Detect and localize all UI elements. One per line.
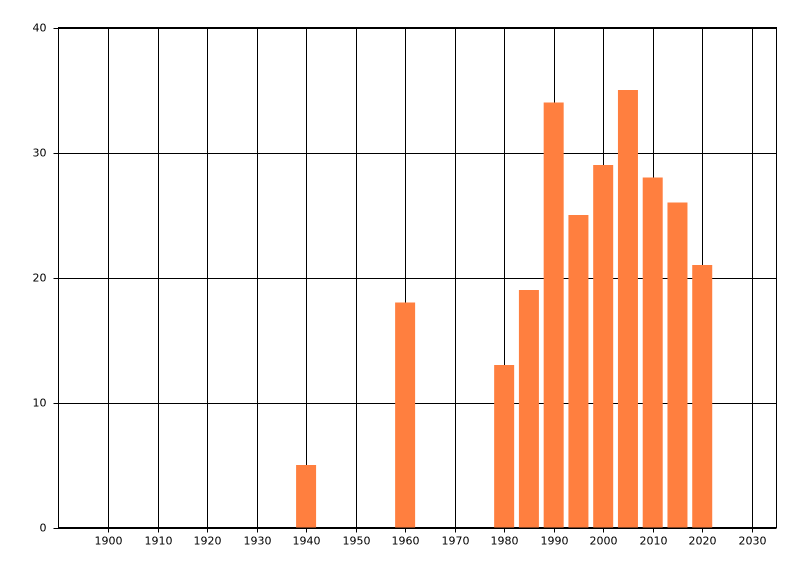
x-tick-label: 1990 (541, 535, 569, 548)
bar (617, 90, 638, 528)
plot-frame (58, 27, 777, 528)
bar (518, 290, 539, 528)
bar (296, 465, 317, 528)
y-tick-label: 0 (40, 522, 47, 535)
bar (692, 265, 713, 528)
y-tick-label: 40 (33, 22, 47, 35)
x-tick-label: 1920 (194, 535, 222, 548)
x-tick-label: 1970 (442, 535, 470, 548)
y-tick-label: 10 (33, 397, 47, 410)
bar (494, 365, 515, 528)
x-tick-label: 2020 (689, 535, 717, 548)
x-tick-label: 1900 (95, 535, 123, 548)
x-tick-label: 1940 (293, 535, 321, 548)
bar (593, 165, 614, 528)
bar (642, 177, 663, 528)
bar (568, 215, 589, 528)
bar (543, 102, 564, 528)
bar (667, 202, 688, 528)
x-tick-label: 1960 (392, 535, 420, 548)
x-tick-label: 2000 (590, 535, 618, 548)
x-tick-label: 1980 (491, 535, 519, 548)
x-tick-label: 2030 (739, 535, 767, 548)
bar (395, 302, 416, 528)
x-tick-label: 1950 (343, 535, 371, 548)
x-tick-label: 1910 (145, 535, 173, 548)
y-tick-label: 30 (33, 147, 47, 160)
y-tick-label: 20 (33, 272, 47, 285)
x-tick-label: 2010 (640, 535, 668, 548)
x-tick-label: 1930 (244, 535, 272, 548)
